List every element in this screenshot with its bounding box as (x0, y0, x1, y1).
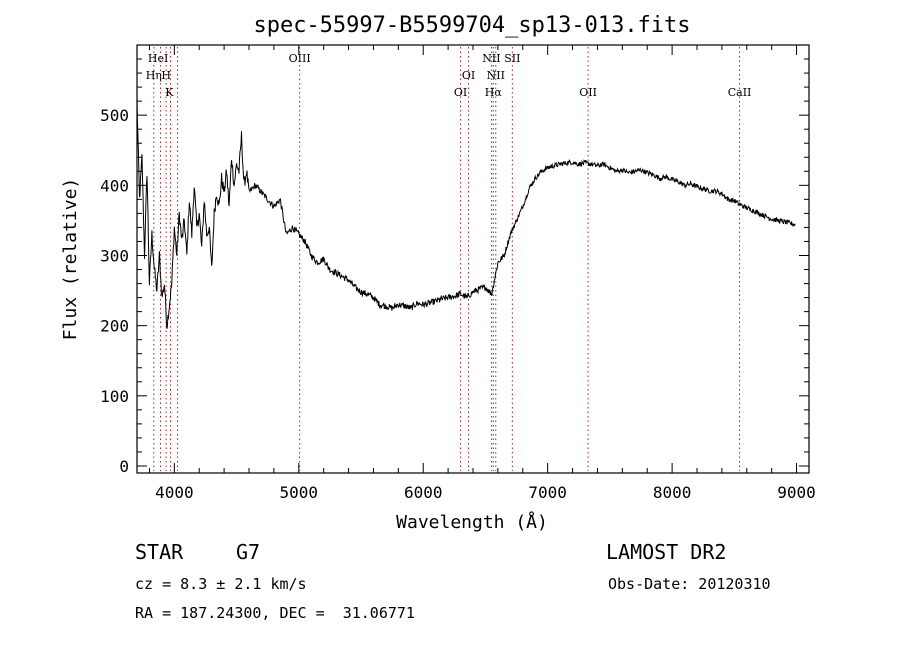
plot-frame (136, 44, 810, 474)
object-class: STAR (135, 540, 184, 564)
y-tick-label-5: 500 (100, 106, 129, 125)
emission-line-labels: HeI Hη HK OIII NII SII OI NII OI Hα OII CaII (146, 52, 752, 99)
emission-lines (153, 47, 741, 471)
object-subclass: G7 (236, 540, 261, 564)
x-axis-label: Wavelength (Å) (396, 511, 548, 533)
line-label-1: Hη (146, 69, 162, 82)
y-tick-label-1: 100 (100, 387, 129, 406)
line-label-4: OIII (289, 52, 311, 65)
observation-date: Obs-Date: 20120310 (608, 575, 771, 593)
line-label-9: OI (454, 86, 467, 99)
x-tick-label-4: 8000 (653, 483, 692, 502)
line-label-11: OII (579, 86, 597, 99)
line-label-8: NII (487, 69, 505, 82)
redshift-cz: cz = 8.3 ± 2.1 km/s (135, 575, 307, 593)
line-label-3: K (165, 86, 174, 99)
x-tick-label-2: 6000 (404, 483, 443, 502)
y-tick-label-3: 300 (100, 246, 129, 265)
line-label-6: SII (504, 52, 520, 65)
y-tick-label-4: 400 (100, 176, 129, 195)
x-tick-label-3: 7000 (528, 483, 567, 502)
x-tick-label-1: 5000 (280, 483, 319, 502)
y-tick-label-0: 0 (119, 457, 129, 476)
survey-name: LAMOST DR2 (606, 540, 727, 564)
line-label-5: NII (482, 52, 500, 65)
chart-title: spec-55997-B5599704_sp13-013.fits (253, 13, 690, 38)
spectrum-line (136, 99, 796, 329)
x-tick-label-0: 4000 (155, 483, 194, 502)
line-label-12: CaII (728, 86, 752, 99)
axis-ticks: 4000 5000 6000 7000 8000 9000 0 100 200 300 400 500 (100, 45, 816, 502)
y-axis-label: Flux (relative) (60, 178, 81, 341)
line-label-7: OI (462, 69, 475, 82)
line-label-0: HeI (148, 52, 168, 65)
y-tick-label-2: 200 (100, 317, 129, 336)
line-label-2: H (161, 69, 171, 82)
x-tick-label-5: 9000 (777, 483, 816, 502)
coordinates: RA = 187.24300, DEC = 31.06771 (135, 604, 415, 622)
line-label-10: Hα (485, 86, 503, 99)
